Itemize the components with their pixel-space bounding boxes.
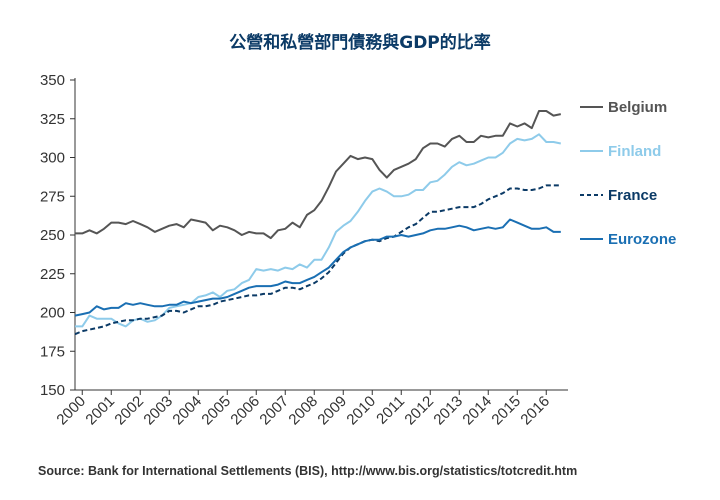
x-tick-label: 2001 <box>82 393 118 429</box>
x-tick-label: 2014 <box>459 393 495 429</box>
x-tick-label: 2009 <box>314 393 350 429</box>
x-axis: 2000200120022003200420052006200720082009… <box>53 389 568 429</box>
y-tick-label: 175 <box>40 343 65 360</box>
y-tick-label: 300 <box>40 150 65 167</box>
source-note: Source: Bank for International Settlemen… <box>38 464 577 478</box>
x-tick-label: 2008 <box>285 393 321 429</box>
x-tick-label: 2012 <box>401 393 437 429</box>
x-tick-label: 2016 <box>517 393 553 429</box>
series-line-finland <box>75 133 562 328</box>
x-tick-label: 2013 <box>430 393 466 429</box>
y-tick-label: 350 <box>40 72 65 89</box>
series-line-belgium <box>75 110 562 240</box>
y-tick-label: 250 <box>40 227 65 244</box>
series-line-eurozone <box>74 218 561 317</box>
x-tick-label: 2006 <box>227 393 263 429</box>
legend-label-finland: Finland <box>608 143 661 160</box>
y-tick-label: 225 <box>40 266 65 283</box>
y-tick-label: 150 <box>40 382 65 399</box>
x-tick-label: 2010 <box>343 393 379 429</box>
y-tick-label: 325 <box>40 111 65 128</box>
legend: Belgium Finland France Eurozone <box>580 99 676 248</box>
series-lines <box>74 110 562 336</box>
x-tick-label: 2007 <box>256 393 292 429</box>
legend-label-france: France <box>608 187 657 204</box>
x-tick-label: 2004 <box>169 393 205 429</box>
legend-label-eurozone: Eurozone <box>608 231 676 248</box>
series-line-france <box>74 184 561 336</box>
y-tick-label: 200 <box>40 305 65 322</box>
x-tick-label: 2003 <box>140 393 176 429</box>
x-tick-label: 2002 <box>111 393 147 429</box>
x-tick-label: 2005 <box>198 393 234 429</box>
legend-label-belgium: Belgium <box>608 99 667 116</box>
x-tick-label: 2015 <box>488 393 524 429</box>
chart-title: 公營和私營部門債務與GDP的比率 <box>229 32 491 53</box>
y-tick-label: 275 <box>40 188 65 205</box>
x-tick-label: 2011 <box>373 393 408 428</box>
y-axis: 150 175 200 225 250 275 300 325 350 <box>40 72 76 399</box>
